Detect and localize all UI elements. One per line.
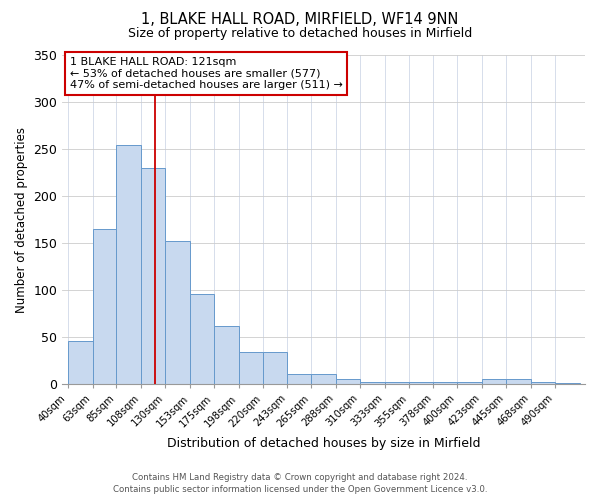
X-axis label: Distribution of detached houses by size in Mirfield: Distribution of detached houses by size … xyxy=(167,437,481,450)
Y-axis label: Number of detached properties: Number of detached properties xyxy=(15,126,28,312)
Bar xyxy=(190,294,214,384)
Bar xyxy=(214,326,239,384)
Bar xyxy=(506,380,531,384)
Bar xyxy=(409,382,433,384)
Bar xyxy=(554,383,580,384)
Text: Contains HM Land Registry data © Crown copyright and database right 2024.
Contai: Contains HM Land Registry data © Crown c… xyxy=(113,472,487,494)
Bar xyxy=(457,382,482,384)
Bar xyxy=(239,352,263,384)
Bar xyxy=(116,145,141,384)
Bar xyxy=(385,382,409,384)
Bar xyxy=(311,374,336,384)
Bar xyxy=(263,352,287,384)
Bar xyxy=(482,380,506,384)
Bar xyxy=(336,380,360,384)
Bar xyxy=(531,382,554,384)
Bar xyxy=(141,168,165,384)
Text: Size of property relative to detached houses in Mirfield: Size of property relative to detached ho… xyxy=(128,28,472,40)
Bar xyxy=(433,382,457,384)
Bar xyxy=(92,229,116,384)
Bar xyxy=(165,241,190,384)
Bar xyxy=(68,341,92,384)
Text: 1 BLAKE HALL ROAD: 121sqm
← 53% of detached houses are smaller (577)
47% of semi: 1 BLAKE HALL ROAD: 121sqm ← 53% of detac… xyxy=(70,57,343,90)
Bar xyxy=(360,382,385,384)
Bar xyxy=(287,374,311,384)
Text: 1, BLAKE HALL ROAD, MIRFIELD, WF14 9NN: 1, BLAKE HALL ROAD, MIRFIELD, WF14 9NN xyxy=(142,12,458,28)
